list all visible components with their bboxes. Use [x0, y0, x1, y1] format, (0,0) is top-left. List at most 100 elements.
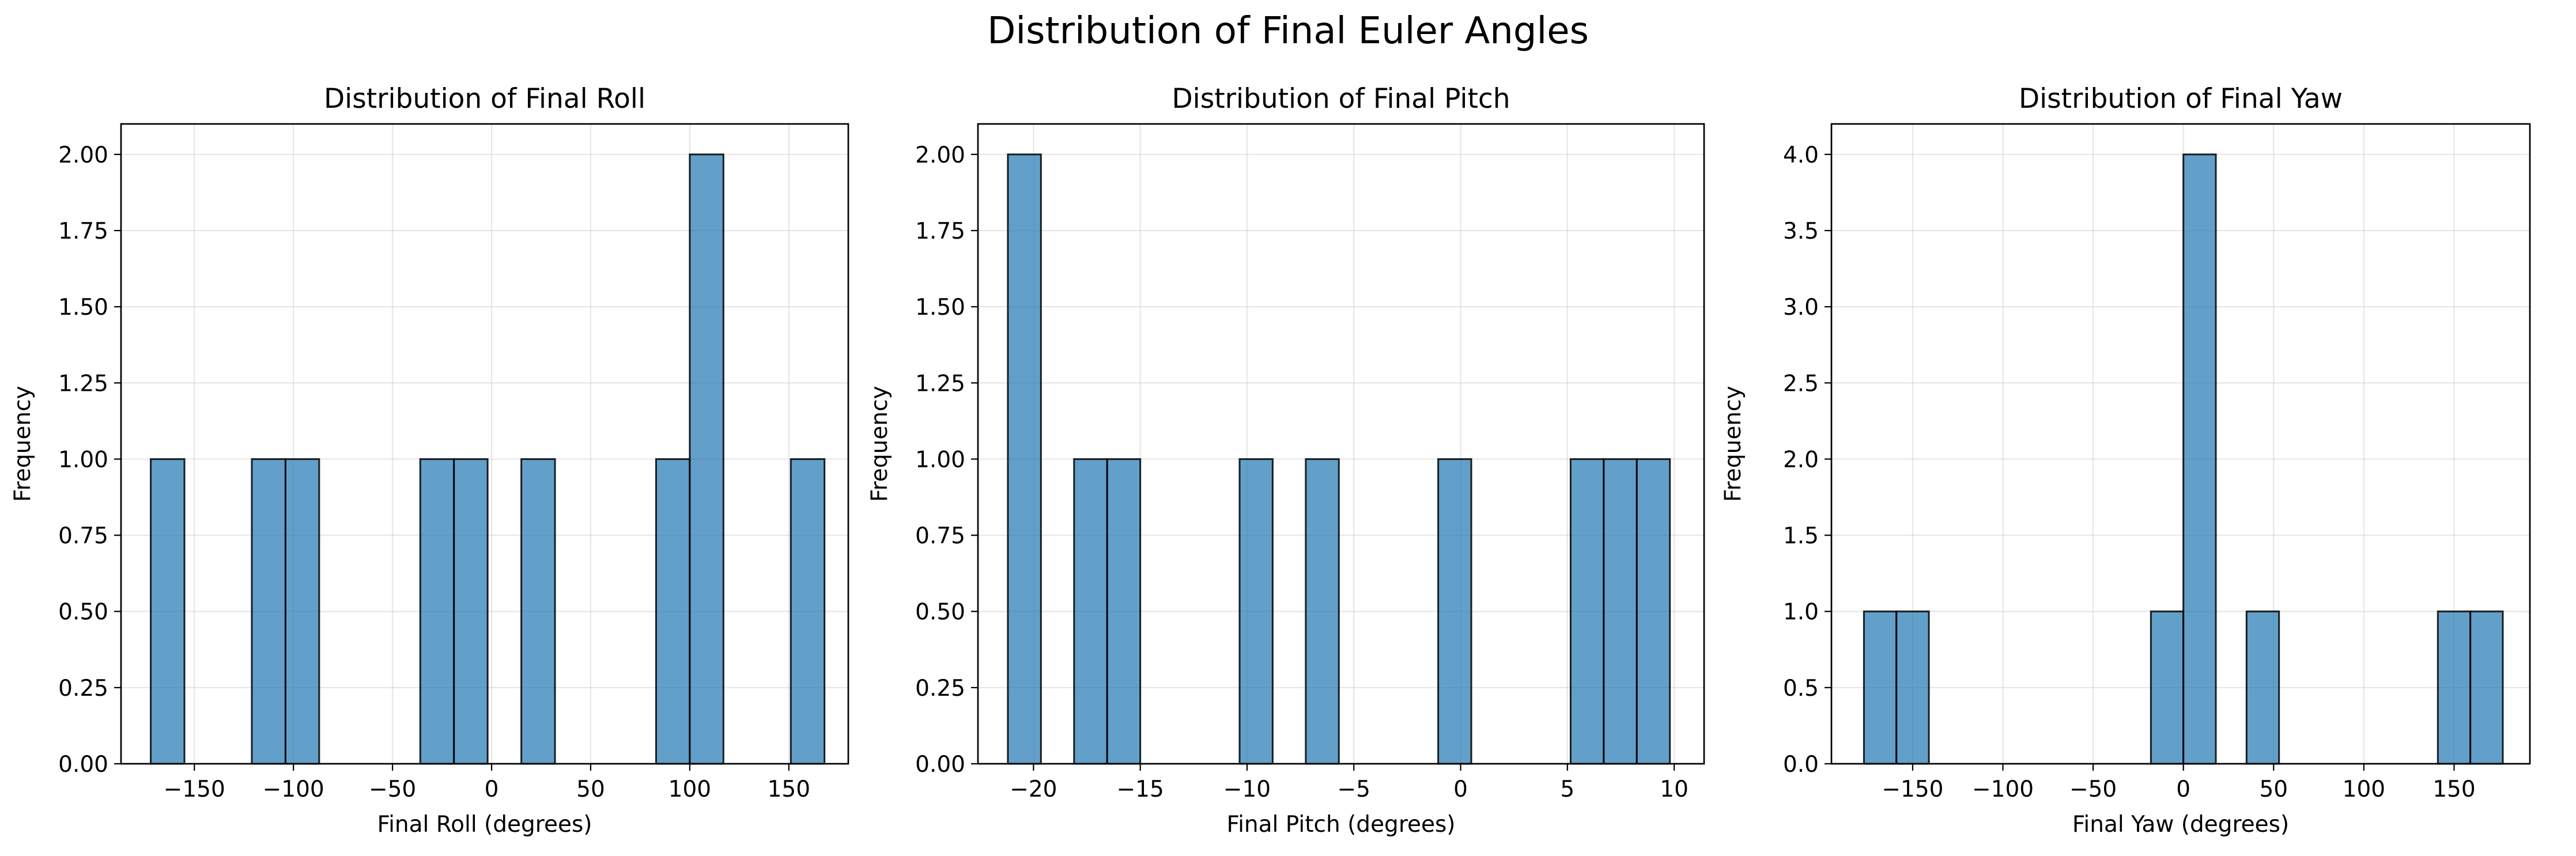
x-tick-label: −150	[164, 776, 225, 802]
histogram-bar	[2182, 153, 2217, 765]
histogram-bar	[1437, 458, 1472, 765]
x-tick-label: −150	[1882, 776, 1943, 802]
x-tick-label: 5	[1560, 776, 1574, 802]
histogram-bar	[251, 458, 286, 765]
y-axis: 0.00 0.25 0.50 0.75 1.00 1.25 1.50 1.75 2.00	[58, 142, 121, 778]
x-tick-label: 100	[2343, 776, 2385, 802]
y-tick-label: 0.5	[1783, 676, 1819, 702]
x-tick-label: 100	[668, 776, 711, 802]
histogram-bar	[1305, 458, 1340, 765]
axes-frame	[1830, 123, 2531, 765]
y-tick-label: 3.5	[1783, 218, 1819, 244]
x-axis: −150 −100 −50 0 50 100 150	[164, 764, 810, 802]
y-axis-label: Frequency	[867, 386, 893, 501]
y-tick-label: 0.75	[58, 523, 108, 549]
histogram-bar	[1636, 458, 1671, 765]
y-tick-label: 1.50	[915, 295, 965, 320]
x-axis-label: Final Pitch (degrees)	[1226, 812, 1455, 838]
histogram-bar	[2245, 610, 2280, 765]
x-axis: −20 −15 −10 −5 0 5 10	[1010, 764, 1689, 802]
y-tick-label: 3.0	[1783, 295, 1819, 320]
histogram-bar	[655, 458, 691, 765]
subplot-title: Distribution of Final Roll	[324, 83, 645, 115]
histogram-bar	[150, 458, 186, 765]
histogram-bar	[1238, 458, 1274, 765]
y-axis-label: Frequency	[10, 386, 36, 501]
x-tick-label: 50	[2259, 776, 2288, 802]
y-tick-label: 0.50	[915, 599, 965, 625]
x-tick-label: −50	[2069, 776, 2117, 802]
x-tick-label: −5	[1337, 776, 1370, 802]
y-tick-label: 1.0	[1783, 599, 1819, 625]
y-tick-label: 1.25	[58, 371, 108, 397]
y-tick-label: 0.25	[915, 676, 965, 702]
figure-title: Distribution of Final Euler Angles	[987, 10, 1589, 52]
x-tick-label: −100	[263, 776, 324, 802]
histogram-bar	[1007, 153, 1042, 765]
subplot-title: Distribution of Final Yaw	[2019, 83, 2343, 115]
histogram-bar	[689, 153, 724, 765]
histogram-bar	[284, 458, 320, 765]
y-axis: 0.0 0.5 1.0 1.5 2.0 2.5 3.0 3.5 4.0	[1783, 142, 1831, 778]
x-tick-label: −10	[1223, 776, 1271, 802]
histogram-bar	[453, 458, 489, 765]
y-tick-label: 4.0	[1783, 142, 1819, 168]
histogram-bar	[1603, 458, 1638, 765]
y-tick-label: 1.25	[915, 371, 965, 397]
x-tick-label: 0	[485, 776, 499, 802]
histogram-bars	[1863, 153, 2504, 765]
y-tick-label: 2.5	[1783, 371, 1819, 397]
y-tick-label: 2.0	[1783, 447, 1819, 473]
x-axis-label: Final Yaw (degrees)	[2072, 812, 2289, 838]
histogram-bar	[1106, 458, 1142, 765]
y-tick-label: 2.00	[58, 142, 108, 168]
y-tick-label: 0.25	[58, 676, 108, 702]
x-tick-label: 10	[1660, 776, 1689, 802]
subplot-1: −150 −100 −50 0 50 100 150 0.00 0.25 0.50 0.75 1.00…	[10, 83, 849, 838]
x-axis: −150 −100 −50 0 50 100 150	[1882, 764, 2476, 802]
axes-frame	[977, 123, 1705, 765]
x-tick-label: 150	[768, 776, 810, 802]
subplot-3: −150 −100 −50 0 50 100 150 0.0 0.5 1.0 1.5 2.0 2.5 3.…	[1720, 83, 2531, 838]
y-tick-label: 1.5	[1783, 523, 1819, 549]
y-tick-label: 1.75	[915, 218, 965, 244]
histogram-bars	[150, 153, 826, 765]
subplot-title: Distribution of Final Pitch	[1172, 83, 1510, 115]
subplots: −150 −100 −50 0 50 100 1500.000.250.500.751.00…	[10, 83, 2531, 838]
x-tick-label: −20	[1010, 776, 1057, 802]
y-tick-label: 0.00	[915, 752, 965, 778]
y-tick-label: 0.0	[1783, 752, 1819, 778]
histogram-bar	[790, 458, 826, 765]
histogram-bar	[419, 458, 455, 765]
histogram-bar	[520, 458, 556, 765]
x-tick-label: −15	[1116, 776, 1164, 802]
subplot-2: −20 −15 −10 −5 0 5 10 0.00 0.25 0.50 0.75 1.00 1.25 1…	[867, 83, 1705, 838]
histogram-bar	[2469, 610, 2504, 765]
y-tick-label: 1.00	[58, 447, 108, 473]
x-tick-label: 50	[576, 776, 605, 802]
y-tick-label: 1.00	[915, 447, 965, 473]
histogram-bar	[1569, 458, 1605, 765]
histogram-bar	[1863, 610, 1898, 765]
y-tick-label: 0.75	[915, 523, 965, 549]
x-tick-label: 0	[1453, 776, 1468, 802]
y-axis-label: Frequency	[1720, 386, 1746, 501]
y-tick-label: 1.75	[58, 218, 108, 244]
histogram-bar	[2150, 610, 2185, 765]
histogram-bar	[1895, 610, 1930, 765]
x-tick-label: 150	[2433, 776, 2475, 802]
x-axis-label: Final Roll (degrees)	[377, 812, 592, 838]
y-tick-label: 2.00	[915, 142, 965, 168]
axes-frame	[120, 123, 849, 765]
y-tick-label: 0.00	[58, 752, 108, 778]
x-tick-label: −50	[369, 776, 416, 802]
x-tick-label: −100	[1972, 776, 2034, 802]
histogram-bars	[1007, 153, 1671, 765]
histogram-bar	[2437, 610, 2472, 765]
y-axis: 0.00 0.25 0.50 0.75 1.00 1.25 1.50 1.75 2.00	[915, 142, 978, 778]
y-tick-label: 1.50	[58, 295, 108, 320]
y-tick-label: 0.50	[58, 599, 108, 625]
x-tick-label: 0	[2176, 776, 2190, 802]
histogram-bar	[1073, 458, 1108, 765]
